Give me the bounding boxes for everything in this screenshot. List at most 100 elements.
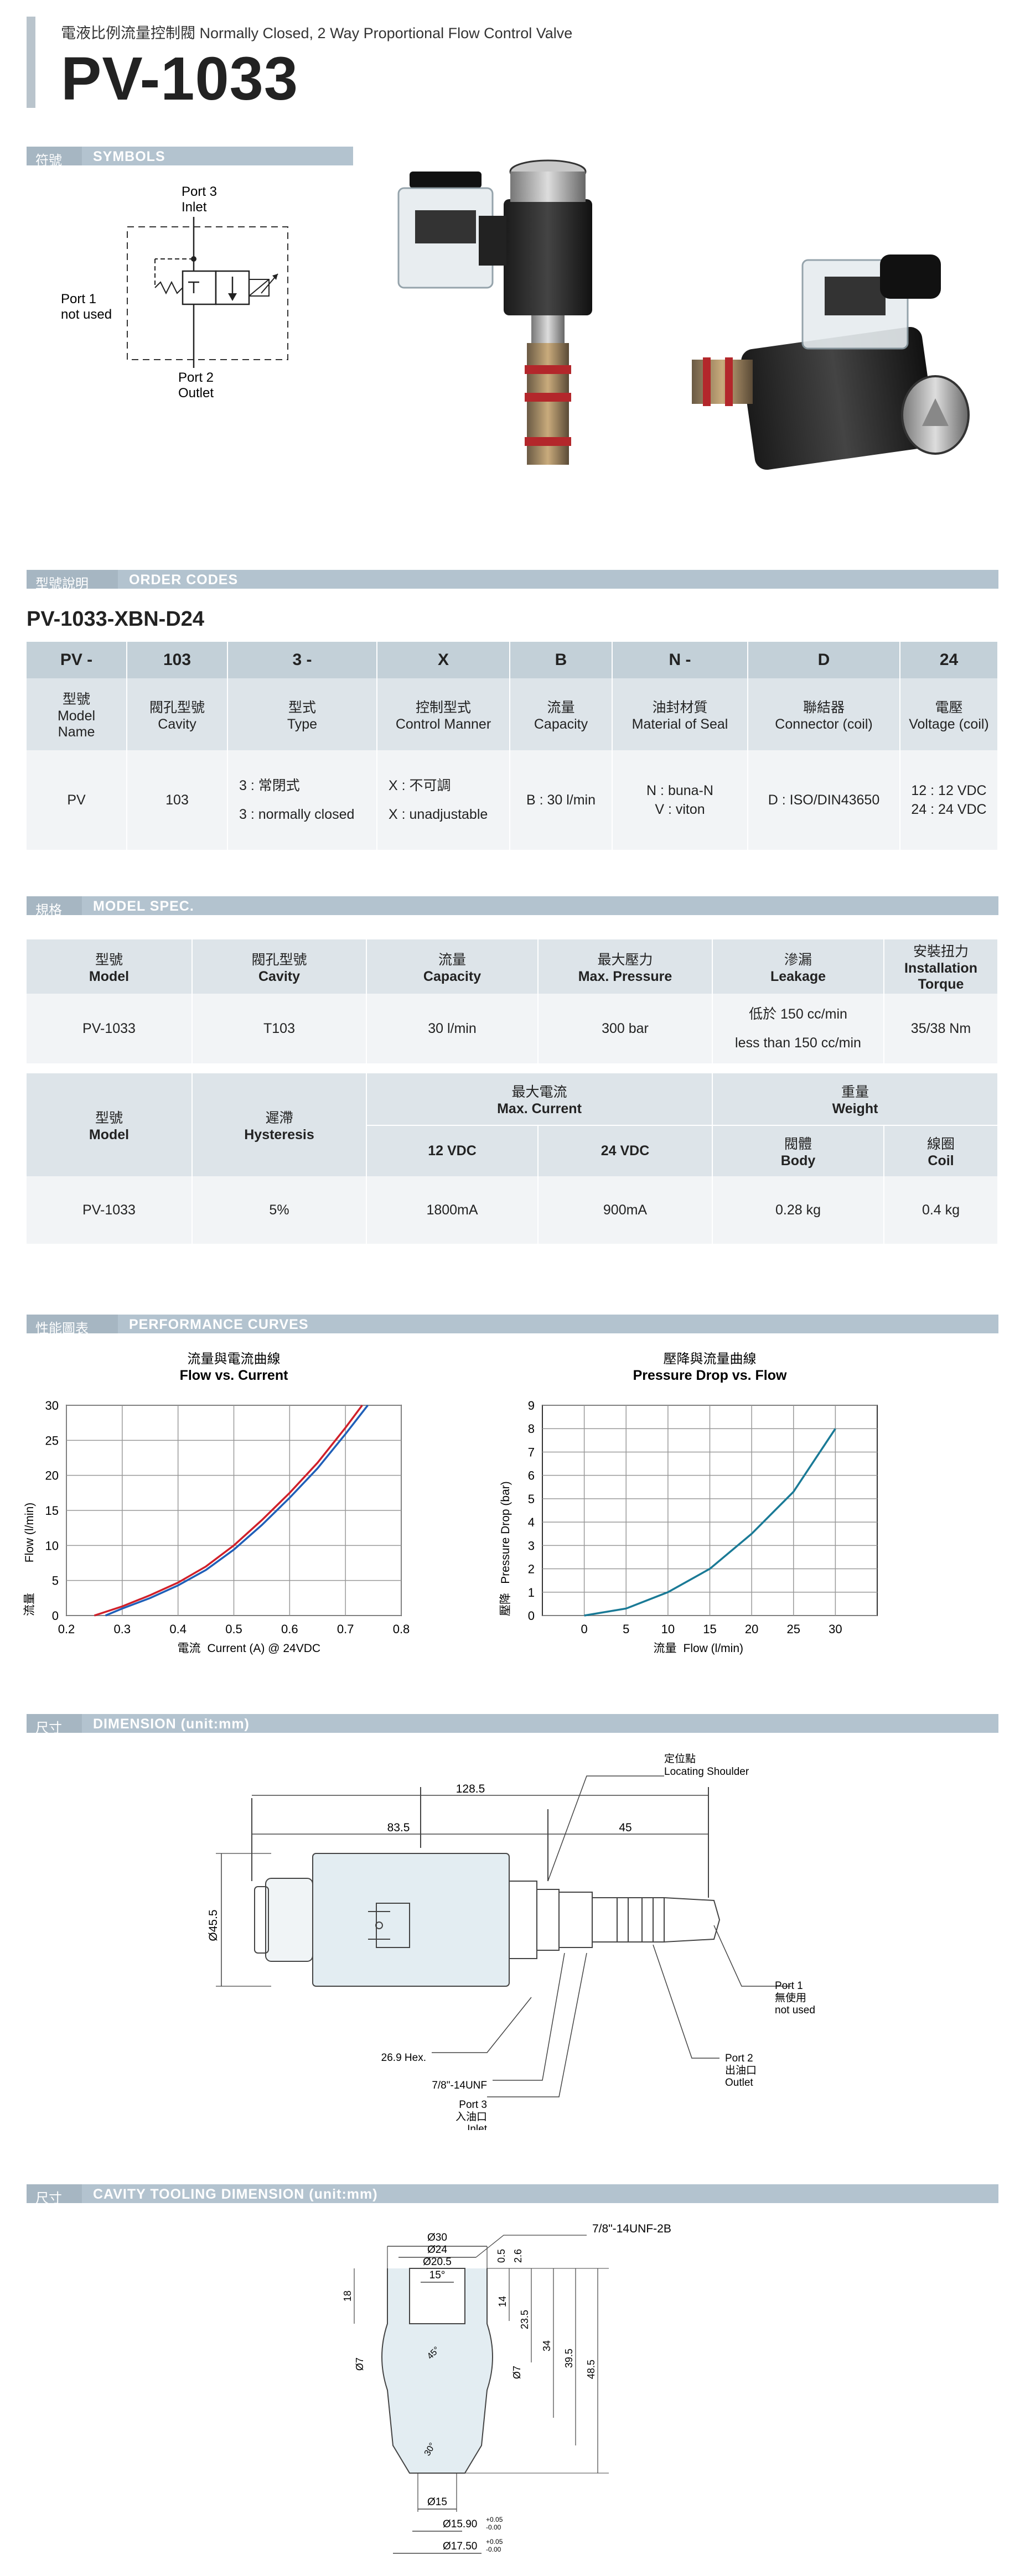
dim-left-length: 83.5 <box>387 1821 410 1834</box>
spec-head-cell: 滲漏 Leakage <box>712 939 884 994</box>
spec-head-cell: 安裝扭力 Installation Torque <box>884 939 998 994</box>
order-value-cell: PV <box>27 750 127 850</box>
chart-x-tick: 0.8 <box>393 1622 410 1636</box>
section-bar-cavity: 尺寸 CAVITY TOOLING DIMENSION (unit:mm) <box>27 2184 998 2206</box>
dim-port3-en: Inlet <box>467 2123 488 2130</box>
cav-tol-up-1: +0.05 <box>486 2516 503 2523</box>
order-value-cell: X : 不可調 X : unadjustable <box>377 750 510 850</box>
cav-angle-15: 15° <box>429 2269 446 2281</box>
spec-table-2: 型號 Model 遲滯 Hysteresis 最大電流 Max. Current 重量… <box>27 1073 998 1244</box>
chart-x-tick: 15 <box>703 1622 716 1636</box>
chart-y-tick: 15 <box>45 1504 59 1518</box>
spec-head-cell: 遲滯 Hysteresis <box>192 1073 367 1176</box>
dim-shoulder-zh: 定位點 <box>664 1753 696 1765</box>
order-label-cell: 電壓 Voltage (coil) <box>900 678 998 750</box>
chart-x-tick: 0.7 <box>337 1622 354 1636</box>
product-photo <box>397 159 970 470</box>
spec-cell: 5% <box>192 1176 367 1244</box>
spec-cell: 300 bar <box>538 994 713 1063</box>
dim-port2-en: Outlet <box>725 2077 753 2089</box>
cav-d1750: Ø17.50 <box>443 2541 477 2552</box>
chart-xlabel-zh: 流量 <box>654 1642 677 1655</box>
order-value-cell: 3 : 常閉式 3 : normally closed <box>227 750 377 850</box>
chart-title: 流量與電流曲線 <box>188 1352 281 1367</box>
order-label-cell: 型式 Type <box>227 678 377 750</box>
section-bar-dimension: 尺寸 DIMENSION (unit:mm) <box>27 1714 998 1736</box>
cav-v34: 34 <box>541 2340 552 2351</box>
order-value-cell: 12 : 12 VDC 24 : 24 VDC <box>900 750 998 850</box>
spec-cell: 低於 150 cc/min less than 150 cc/min <box>712 994 884 1063</box>
order-head-cell: B <box>510 642 613 678</box>
spec-head-cell: 型號 Model <box>27 939 193 994</box>
dim-thread: 7/8"-14UNF <box>432 2080 487 2091</box>
chart-series-line <box>105 1404 369 1617</box>
spec-cell: 1800mA <box>366 1176 539 1244</box>
section-label-zh: 規格 <box>35 903 62 918</box>
section-label-zh: 性能圖表 <box>35 1321 89 1336</box>
chart-y-tick: 6 <box>528 1469 535 1483</box>
order-head-cell: D <box>748 642 900 678</box>
symbol-port2-sub: Outlet <box>178 386 214 401</box>
symbol-port2-label: Port 2 <box>178 370 214 385</box>
chart-y-tick: 20 <box>45 1469 59 1483</box>
section-bar-performance: 性能圖表 PERFORMANCE CURVES <box>27 1315 998 1336</box>
dim-shoulder-en: Locating Shoulder <box>664 1766 749 1778</box>
valve-dimension-drawing: 128.5 83.5 45 Ø45.5 定位點 Locating Shoulde… <box>207 1753 815 2130</box>
spec-head-cell: 12 VDC <box>366 1125 539 1176</box>
cav-v485: 48.5 <box>586 2360 597 2379</box>
spec-table-1: 型號 Model 閥孔型號 Cavity 流量 Capacity 最大壓力 Max. P… <box>27 939 998 1063</box>
chart-x-tick: 0.2 <box>58 1622 75 1636</box>
dim-port1: Port 1 <box>775 1980 803 1992</box>
chart-x-tick: 5 <box>623 1622 629 1636</box>
spec-table-1-head: 型號 Model 閥孔型號 Cavity 流量 Capacity 最大壓力 Max. P… <box>27 939 998 994</box>
dim-total-length: 128.5 <box>456 1783 485 1795</box>
section-label-en: MODEL SPEC. <box>93 899 194 914</box>
spec-cell: 900mA <box>538 1176 713 1244</box>
cav-d7-right: Ø7 <box>511 2366 522 2379</box>
dim-hex: 26.9 Hex. <box>381 2052 426 2064</box>
dim-port3-zh: 入油口 <box>455 2111 487 2123</box>
section-bar-symbols: 符號 SYMBOLS <box>27 147 353 168</box>
spec-table-1-row: PV-1033 T103 30 l/min 300 bar 低於 150 cc/… <box>27 994 998 1063</box>
cav-tol-up-2: +0.05 <box>486 2538 503 2546</box>
chart-subtitle: Flow vs. Current <box>180 1368 289 1383</box>
order-head-cell: 24 <box>900 642 998 678</box>
chart-xlabel: Flow (l/min) <box>684 1642 744 1655</box>
order-code-string: PV-1033-XBN-D24 <box>27 607 205 631</box>
chart-y-tick: 8 <box>528 1422 535 1436</box>
chart-x-tick: 0.4 <box>169 1622 187 1636</box>
chart-ylabel: Pressure Drop (bar) <box>499 1481 512 1584</box>
hydraulic-symbol-diagram: Port 3 Inlet Port 1 not used Port 2 Outl… <box>61 184 288 401</box>
section-label-zh: 符號 <box>35 153 62 168</box>
cav-d1590: Ø15.90 <box>443 2518 477 2530</box>
cav-d7-left: Ø7 <box>354 2357 365 2371</box>
cav-d205: Ø20.5 <box>423 2256 452 2268</box>
cav-v18: 18 <box>342 2291 353 2302</box>
spec-cell: 30 l/min <box>366 994 539 1063</box>
chart-y-tick: 25 <box>45 1434 59 1447</box>
spec-head-cell: 24 VDC <box>538 1125 713 1176</box>
spec-head-cell: 型號 Model <box>27 1073 193 1176</box>
chart-y-tick: 0 <box>52 1609 59 1623</box>
spec-cell: 0.28 kg <box>712 1176 884 1244</box>
spec-cell: PV-1033 <box>27 1176 193 1244</box>
chart-x-tick: 0.3 <box>114 1622 131 1636</box>
chart-x-tick: 0.6 <box>281 1622 298 1636</box>
cav-tol-dn-1: -0.00 <box>486 2523 501 2531</box>
order-label-cell: 型號 Model Name <box>27 678 127 750</box>
chart-title: 壓降與流量曲線 <box>664 1352 757 1367</box>
order-label-cell: 流量 Capacity <box>510 678 613 750</box>
chart-series-line <box>584 1428 836 1617</box>
order-codes-value-row: PV 103 3 : 常閉式 3 : normally closed X : 不可… <box>27 750 998 850</box>
spec-head-cell: 重量 Weight <box>712 1073 998 1126</box>
chart-y-tick: 9 <box>528 1399 535 1412</box>
cav-d24: Ø24 <box>427 2244 447 2256</box>
section-label-en: CAVITY TOOLING DIMENSION (unit:mm) <box>93 2187 378 2202</box>
section-bar-order-codes: 型號說明 ORDER CODES <box>27 570 998 591</box>
spec-cell: PV-1033 <box>27 994 193 1063</box>
spec-table-2-head: 型號 Model 遲滯 Hysteresis 最大電流 Max. Current 重量… <box>27 1073 998 1176</box>
chart-y-tick: 3 <box>528 1539 535 1552</box>
cav-v05: 0.5 <box>496 2249 507 2263</box>
